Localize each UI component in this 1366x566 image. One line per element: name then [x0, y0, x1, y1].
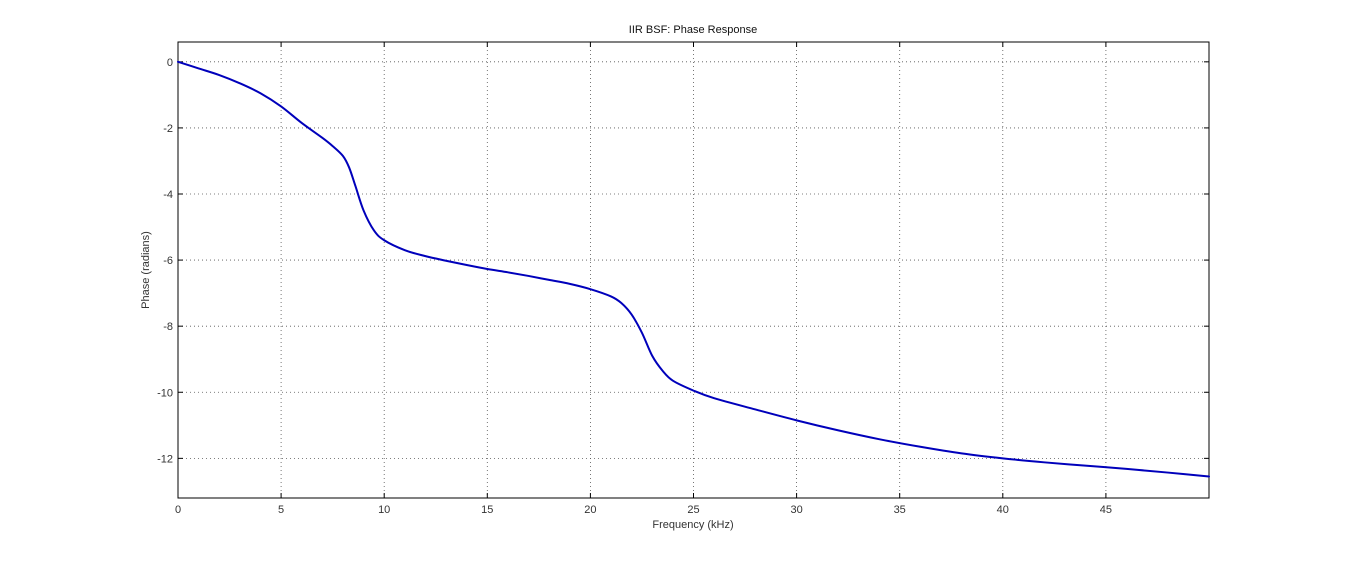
- tick-marks: [177, 42, 1209, 498]
- tick-labels: 0 5 10 15 20 25 30 35 40 45 0 -2 -4 -6 -8 -10 -12: [157, 57, 1112, 516]
- x-tick-label: 10: [378, 504, 390, 516]
- y-tick-label: -4: [163, 189, 173, 201]
- x-tick-label: 5: [278, 504, 284, 516]
- phase-series-line: [177, 60, 1210, 478]
- x-axis-label: Frequency (kHz): [652, 519, 733, 531]
- y-tick-label: -10: [157, 387, 173, 399]
- chart-title: IIR BSF: Phase Response: [629, 24, 757, 36]
- y-tick-label: -2: [163, 123, 173, 135]
- x-tick-label: 15: [481, 504, 493, 516]
- series-layer: [177, 60, 1210, 478]
- grid: [178, 42, 1209, 498]
- x-tick-label: 0: [175, 504, 181, 516]
- x-tick-label: 45: [1100, 504, 1112, 516]
- x-tick-label: 20: [584, 504, 596, 516]
- x-tick-label: 30: [790, 504, 802, 516]
- x-tick-label: 25: [687, 504, 699, 516]
- y-tick-label: -8: [163, 321, 173, 333]
- x-tick-label: 40: [997, 504, 1009, 516]
- x-tick-label: 35: [894, 504, 906, 516]
- y-tick-label: -6: [163, 255, 173, 267]
- y-tick-label: 0: [167, 57, 173, 69]
- y-tick-label: -12: [157, 453, 173, 465]
- y-axis-label: Phase (radians): [140, 231, 152, 309]
